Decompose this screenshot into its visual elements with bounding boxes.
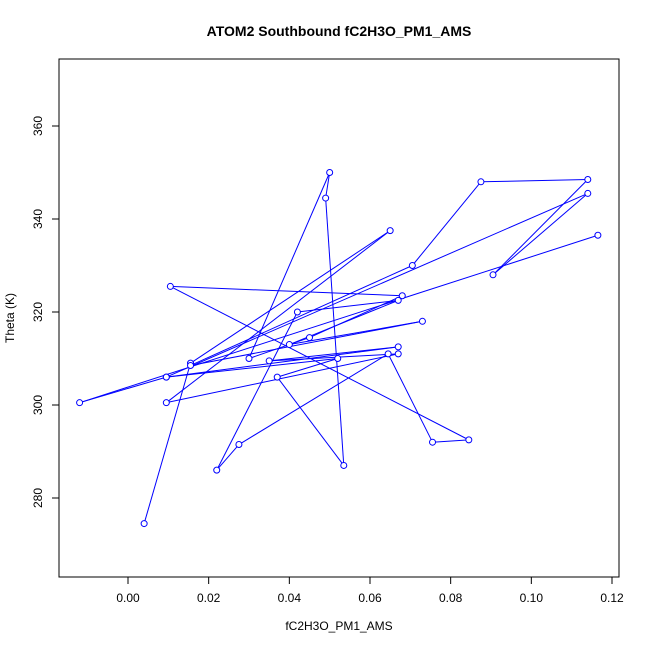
data-point <box>408 262 416 269</box>
data-series <box>76 169 602 528</box>
data-point <box>293 308 301 316</box>
series-segment <box>277 358 338 378</box>
data-point <box>394 350 402 358</box>
series-segment <box>170 285 470 441</box>
y-tick-label: 280 <box>31 488 45 508</box>
series-segment <box>216 311 298 471</box>
data-point <box>584 175 592 183</box>
data-point <box>265 357 273 365</box>
data-point <box>477 178 485 186</box>
data-point <box>394 343 402 351</box>
series-segment <box>411 181 482 266</box>
series-segment <box>79 234 599 404</box>
data-point <box>386 227 394 235</box>
x-tick-label: 0.08 <box>439 591 463 605</box>
x-tick-label: 0.04 <box>278 591 302 605</box>
data-point <box>429 438 437 446</box>
axis-ticks: 0.00 0.02 0.04 0.06 0.08 0.10 0.12 280 300 320 340… <box>31 116 624 605</box>
plot-area-frame <box>58 58 620 578</box>
series-segment <box>166 353 399 404</box>
chart-title: ATOM2 Southbound fC2H3O_PM1_AMS <box>207 23 472 39</box>
series-segment <box>480 178 588 183</box>
x-tick-label: 0.10 <box>520 591 544 605</box>
y-tick-label: 300 <box>31 395 45 415</box>
data-point <box>187 361 195 369</box>
y-tick-label: 320 <box>31 302 45 322</box>
series-segment <box>190 265 413 366</box>
series-segment <box>325 198 345 466</box>
x-tick-label: 0.12 <box>600 591 624 605</box>
data-point <box>306 334 313 342</box>
series-segment <box>216 444 240 471</box>
data-point <box>465 436 473 444</box>
x-tick-label: 0.06 <box>358 591 382 605</box>
series-segment <box>170 285 403 297</box>
series-segment <box>387 353 433 443</box>
data-point <box>326 169 334 176</box>
data-point <box>334 355 342 362</box>
data-point <box>285 341 293 349</box>
data-point <box>166 282 174 290</box>
y-tick-label: 340 <box>31 209 45 229</box>
data-point <box>322 194 330 202</box>
data-point <box>213 466 221 474</box>
series-segment <box>325 172 331 199</box>
series-segment <box>166 192 588 378</box>
x-tick-label: 0.02 <box>197 591 221 605</box>
series-segment <box>432 439 469 443</box>
data-point <box>489 271 497 279</box>
series-segment <box>269 353 399 362</box>
series-segment <box>143 363 191 524</box>
series-segment <box>166 230 391 404</box>
data-point <box>162 373 170 381</box>
data-point <box>162 399 170 407</box>
y-axis-title: Theta (K) <box>3 293 17 343</box>
data-point <box>340 461 348 469</box>
data-point <box>394 296 402 304</box>
series-segment <box>190 320 423 366</box>
series-segment <box>238 353 389 445</box>
data-point <box>76 399 84 407</box>
data-point <box>245 355 253 362</box>
series-segment <box>190 230 391 364</box>
series-segment <box>166 358 338 378</box>
data-point <box>140 520 148 528</box>
y-tick-label: 360 <box>31 116 45 136</box>
series-segment <box>492 179 589 276</box>
data-point <box>398 292 406 300</box>
x-axis-title: fC2H3O_PM1_AMS <box>285 619 392 633</box>
series-segment <box>276 376 345 466</box>
series-segment <box>248 172 331 359</box>
data-point <box>594 231 602 239</box>
data-point <box>418 317 426 325</box>
series-segment <box>492 193 589 276</box>
data-point <box>384 350 392 358</box>
data-point <box>584 189 592 197</box>
x-tick-label: 0.00 <box>116 591 140 605</box>
data-point <box>273 373 281 381</box>
series-segment <box>166 346 399 378</box>
data-point <box>235 441 243 449</box>
